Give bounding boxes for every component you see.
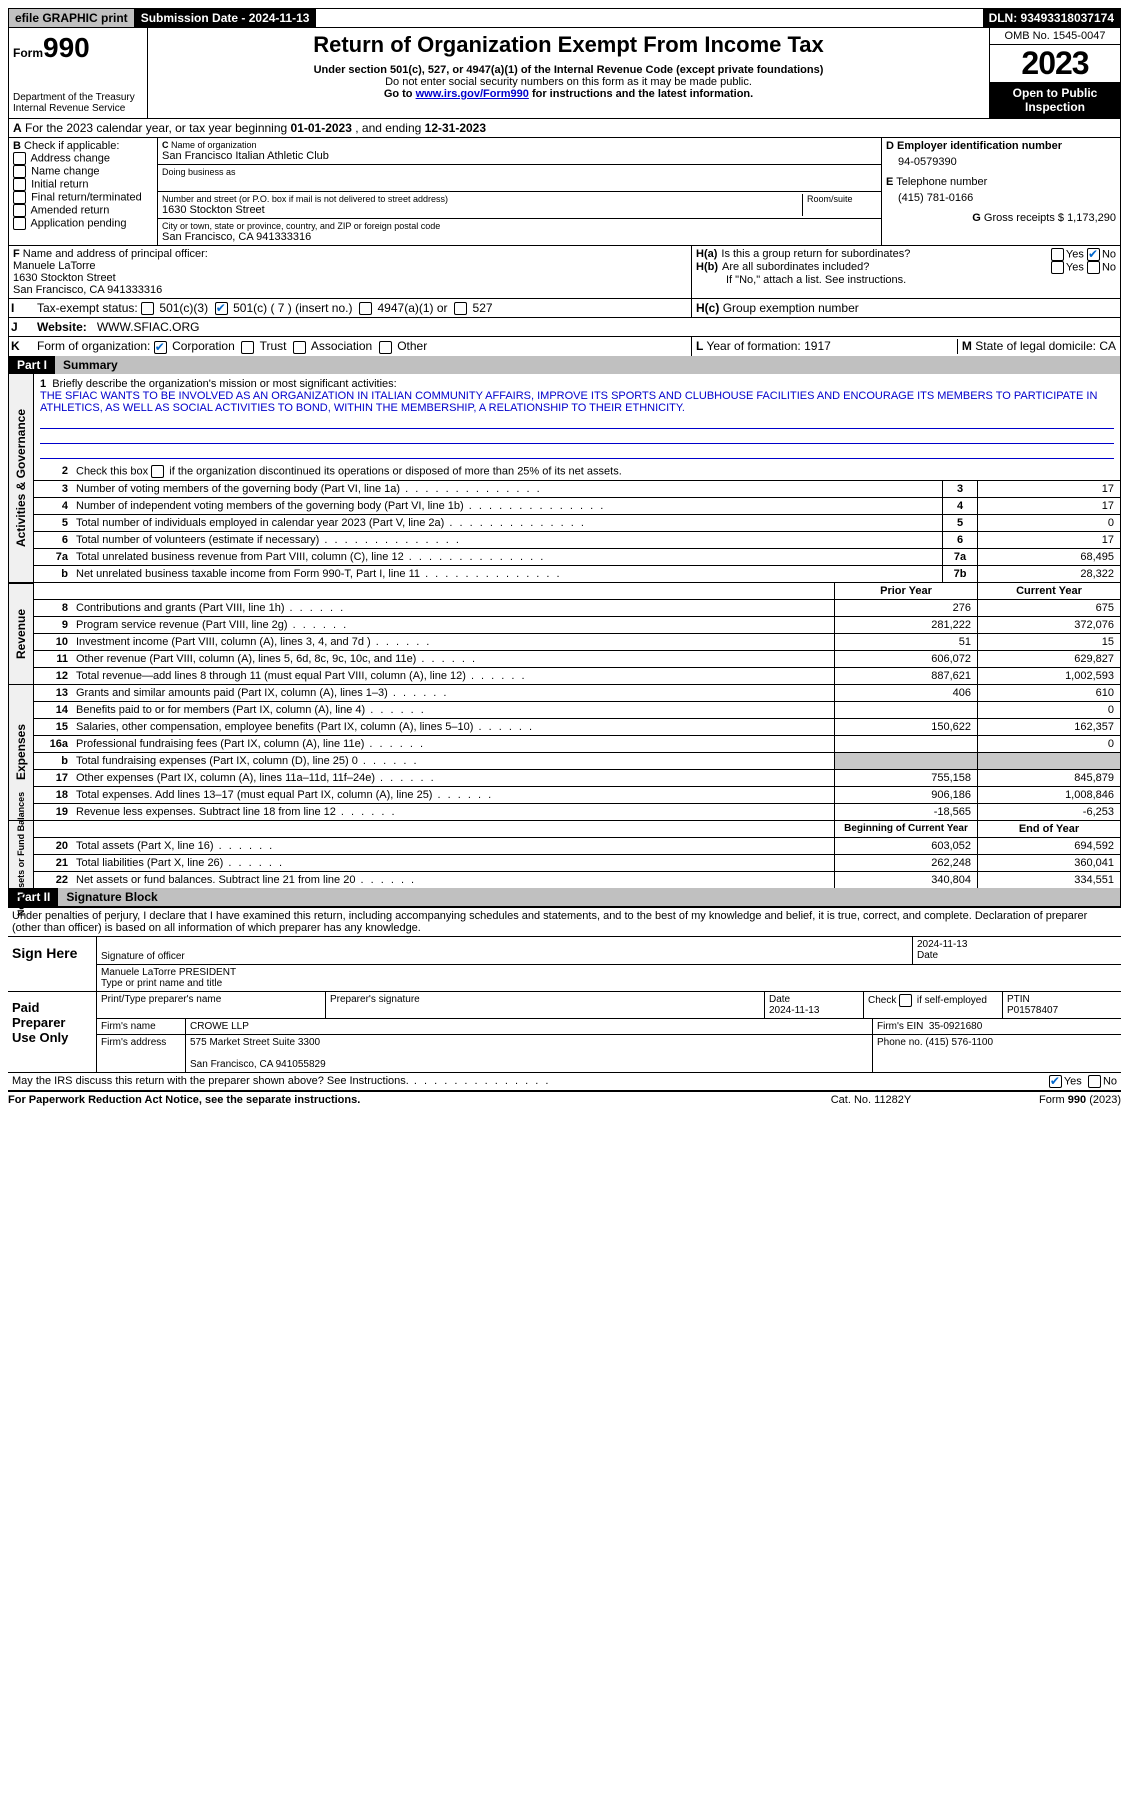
checkbox-discontinued[interactable]	[151, 465, 164, 478]
section-k: Form of organization: Corporation Trust …	[33, 337, 691, 355]
submission-date-label: Submission Date - 2024-11-13	[135, 9, 317, 27]
line-1: 1 Briefly describe the organization's mi…	[34, 374, 1120, 463]
section-a: A For the 2023 calendar year, or tax yea…	[9, 119, 1120, 138]
checkbox-ha-no[interactable]	[1087, 248, 1100, 261]
section-b: B Check if applicable: Address change Na…	[9, 138, 158, 245]
paid-preparer-section: Paid Preparer Use Only Print/Type prepar…	[8, 992, 1121, 1073]
checkbox-final-return[interactable]	[13, 191, 26, 204]
perjury-statement: Under penalties of perjury, I declare th…	[8, 907, 1121, 937]
telephone: (415) 781-0166	[886, 188, 1116, 212]
checkbox-corporation[interactable]	[154, 341, 167, 354]
officer-name: Manuele LaTorre PRESIDENT	[101, 967, 236, 978]
checkbox-trust[interactable]	[241, 341, 254, 354]
top-toolbar: efile GRAPHIC print Submission Date - 20…	[8, 8, 1121, 28]
checkbox-hb-yes[interactable]	[1051, 261, 1064, 274]
checkbox-hb-no[interactable]	[1087, 261, 1100, 274]
form-title-cell: Return of Organization Exempt From Incom…	[148, 28, 990, 118]
checkbox-501c3[interactable]	[141, 302, 154, 315]
checkbox-discuss-yes[interactable]	[1049, 1075, 1062, 1088]
summary-line-18: 18Total expenses. Add lines 13–17 (must …	[34, 787, 1120, 804]
form-id-cell: Form990 Department of the Treasury Inter…	[9, 28, 148, 118]
checkbox-association[interactable]	[293, 341, 306, 354]
netassets-header: Beginning of Current YearEnd of Year	[34, 821, 1120, 838]
revenue-header: Prior YearCurrent Year	[34, 583, 1120, 600]
summary-line-7a: 7aTotal unrelated business revenue from …	[34, 549, 1120, 566]
section-f: F Name and address of principal officer:…	[9, 246, 692, 298]
checkbox-amended-return[interactable]	[13, 204, 26, 217]
year-cell: OMB No. 1545-0047 2023 Open to Public In…	[990, 28, 1120, 118]
form-title: Return of Organization Exempt From Incom…	[152, 32, 985, 58]
summary-line-b: bTotal fundraising expenses (Part IX, co…	[34, 753, 1120, 770]
section-i: Tax-exempt status: 501(c)(3) 501(c) ( 7 …	[33, 299, 691, 317]
irs-link[interactable]: www.irs.gov/Form990	[416, 88, 529, 100]
summary-line-16a: 16aProfessional fundraising fees (Part I…	[34, 736, 1120, 753]
checkbox-initial-return[interactable]	[13, 178, 26, 191]
summary-line-20: 20Total assets (Part X, line 16)603,0526…	[34, 838, 1120, 855]
summary-line-10: 10Investment income (Part VIII, column (…	[34, 634, 1120, 651]
summary-line-19: 19Revenue less expenses. Subtract line 1…	[34, 804, 1120, 820]
discuss-row: May the IRS discuss this return with the…	[8, 1073, 1121, 1092]
summary-line-17: 17Other expenses (Part IX, column (A), l…	[34, 770, 1120, 787]
checkbox-discuss-no[interactable]	[1088, 1075, 1101, 1088]
summary-line-9: 9Program service revenue (Part VIII, lin…	[34, 617, 1120, 634]
org-street: 1630 Stockton Street	[162, 204, 798, 216]
firm-phone: (415) 576-1100	[925, 1037, 993, 1048]
summary-line-21: 21Total liabilities (Part X, line 26)262…	[34, 855, 1120, 872]
section-j: Website: WWW.SFIAC.ORG	[33, 318, 692, 336]
summary-line-12: 12Total revenue—add lines 8 through 11 (…	[34, 668, 1120, 684]
sidebar-governance: Activities & Governance	[9, 374, 34, 582]
org-city: San Francisco, CA 941333316	[162, 231, 877, 243]
form-frame: Form990 Department of the Treasury Inter…	[8, 28, 1121, 907]
org-name: San Francisco Italian Athletic Club	[162, 150, 877, 162]
summary-line-4: 4Number of independent voting members of…	[34, 498, 1120, 515]
section-deg: D Employer identification number 94-0579…	[882, 138, 1120, 245]
part-1-header: Part I Summary	[9, 356, 1120, 374]
checkbox-501c[interactable]	[215, 302, 228, 315]
ein: 94-0579390	[886, 152, 1116, 176]
line-2: 2Check this box if the organization disc…	[34, 463, 1120, 481]
summary-line-11: 11Other revenue (Part VIII, column (A), …	[34, 651, 1120, 668]
summary-line-6: 6Total number of volunteers (estimate if…	[34, 532, 1120, 549]
checkbox-address-change[interactable]	[13, 152, 26, 165]
mission-text: THE SFIAC WANTS TO BE INVOLVED AS AN ORG…	[40, 390, 1097, 414]
summary-line-8: 8Contributions and grants (Part VIII, li…	[34, 600, 1120, 617]
efile-print-button[interactable]: efile GRAPHIC print	[9, 9, 135, 27]
part-2-header: Part II Signature Block	[9, 888, 1120, 906]
checkbox-name-change[interactable]	[13, 165, 26, 178]
summary-line-14: 14Benefits paid to or for members (Part …	[34, 702, 1120, 719]
dln: DLN: 93493318037174	[983, 9, 1120, 27]
summary-line-3: 3Number of voting members of the governi…	[34, 481, 1120, 498]
checkbox-self-employed[interactable]	[899, 994, 912, 1007]
section-h: H(a)Is this a group return for subordina…	[692, 246, 1120, 298]
gross-receipts: 1,173,290	[1067, 212, 1116, 224]
footer: For Paperwork Reduction Act Notice, see …	[8, 1092, 1121, 1108]
summary-line-5: 5Total number of individuals employed in…	[34, 515, 1120, 532]
summary-line-22: 22Net assets or fund balances. Subtract …	[34, 872, 1120, 888]
sign-here-section: Sign Here Signature of officer 2024-11-1…	[8, 937, 1121, 992]
checkbox-527[interactable]	[454, 302, 467, 315]
summary-line-7b: bNet unrelated business taxable income f…	[34, 566, 1120, 582]
checkbox-ha-yes[interactable]	[1051, 248, 1064, 261]
summary-line-13: 13Grants and similar amounts paid (Part …	[34, 685, 1120, 702]
firm-ein: 35-0921680	[929, 1021, 982, 1032]
checkbox-4947[interactable]	[359, 302, 372, 315]
website: WWW.SFIAC.ORG	[97, 320, 200, 334]
sidebar-netassets: Net Assets or Fund Balances	[9, 821, 34, 888]
ptin: P01578407	[1007, 1005, 1058, 1016]
section-lm: L Year of formation: 1917 M State of leg…	[691, 337, 1120, 355]
sidebar-revenue: Revenue	[9, 583, 34, 684]
checkbox-other[interactable]	[379, 341, 392, 354]
section-hc: H(c) Group exemption number	[691, 299, 1120, 317]
firm-name: CROWE LLP	[190, 1021, 249, 1032]
summary-line-15: 15Salaries, other compensation, employee…	[34, 719, 1120, 736]
section-c: C Name of organization San Francisco Ita…	[158, 138, 882, 245]
checkbox-application-pending[interactable]	[13, 217, 26, 230]
